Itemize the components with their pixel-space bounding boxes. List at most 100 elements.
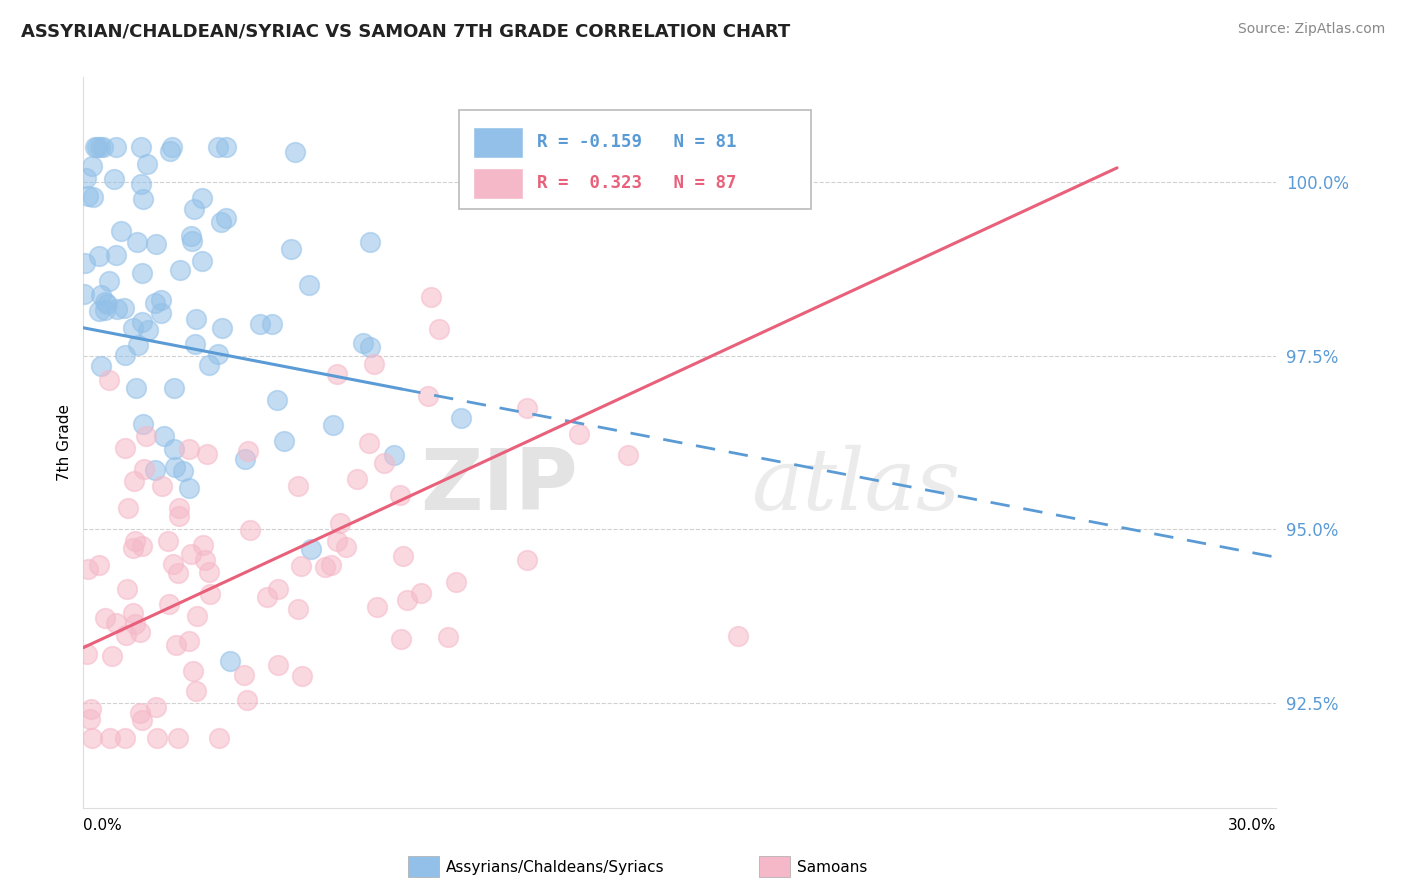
Point [190, 254, 212, 268]
Point [266, 658, 288, 673]
Text: R =  0.323   N = 87: R = 0.323 N = 87 [537, 174, 737, 193]
Point [249, 317, 271, 331]
Point [299, 541, 322, 556]
Point [167, 501, 190, 516]
Point [131, 266, 153, 280]
Point [150, 479, 173, 493]
Point [298, 278, 321, 293]
Point [382, 448, 405, 462]
Point [180, 234, 202, 248]
Point [112, 301, 135, 315]
Point [359, 235, 381, 249]
Point [437, 630, 460, 644]
Point [80, 702, 103, 716]
Point [87, 304, 110, 318]
Point [79, 712, 101, 726]
Point [266, 393, 288, 408]
Point [516, 401, 538, 415]
Point [290, 558, 312, 573]
Point [114, 348, 136, 362]
Point [184, 683, 207, 698]
Point [104, 248, 127, 262]
Point [411, 586, 433, 600]
Point [450, 410, 472, 425]
Point [163, 459, 186, 474]
Point [183, 202, 205, 216]
Point [97, 373, 120, 387]
Text: Samoans: Samoans [797, 860, 868, 874]
Point [236, 692, 259, 706]
Point [329, 516, 352, 530]
Text: atlas: atlas [751, 445, 960, 528]
Point [568, 427, 591, 442]
Point [207, 347, 229, 361]
Point [363, 357, 385, 371]
Point [446, 574, 468, 589]
Point [160, 140, 183, 154]
Point [617, 448, 640, 462]
Point [181, 664, 204, 678]
Point [215, 211, 238, 225]
Point [153, 429, 176, 443]
Point [373, 456, 395, 470]
Point [83, 140, 105, 154]
Text: ZIP: ZIP [420, 445, 578, 528]
Point [322, 418, 344, 433]
Point [346, 472, 368, 486]
Point [162, 557, 184, 571]
Point [117, 500, 139, 515]
Point [211, 321, 233, 335]
Point [335, 541, 357, 555]
Point [105, 301, 128, 316]
Point [94, 302, 117, 317]
Point [104, 140, 127, 154]
Point [389, 632, 412, 646]
Point [75, 256, 97, 270]
Point [132, 417, 155, 431]
Point [90, 288, 112, 302]
Point [131, 539, 153, 553]
FancyBboxPatch shape [474, 127, 523, 158]
Point [146, 731, 169, 745]
Point [326, 533, 349, 548]
Point [76, 189, 98, 203]
Point [395, 592, 418, 607]
Point [236, 443, 259, 458]
Point [209, 214, 232, 228]
Point [157, 597, 180, 611]
Point [122, 321, 145, 335]
Point [87, 558, 110, 572]
Point [122, 475, 145, 489]
Point [122, 606, 145, 620]
Point [110, 224, 132, 238]
Point [167, 508, 190, 523]
Point [180, 228, 202, 243]
Point [179, 633, 201, 648]
Point [129, 624, 152, 639]
Point [138, 323, 160, 337]
Point [93, 294, 115, 309]
Point [239, 523, 262, 537]
FancyBboxPatch shape [474, 168, 523, 199]
Point [103, 171, 125, 186]
Point [165, 638, 187, 652]
Point [127, 235, 149, 250]
Point [357, 436, 380, 450]
Point [256, 591, 278, 605]
Point [273, 434, 295, 448]
Point [124, 617, 146, 632]
Point [235, 451, 257, 466]
Point [129, 706, 152, 720]
Point [114, 441, 136, 455]
Point [80, 159, 103, 173]
Point [124, 534, 146, 549]
Point [129, 177, 152, 191]
Point [194, 553, 217, 567]
Point [326, 367, 349, 381]
Point [105, 615, 128, 630]
Point [215, 140, 238, 154]
Point [359, 341, 381, 355]
Y-axis label: 7th Grade: 7th Grade [58, 404, 72, 481]
Point [131, 140, 153, 154]
Point [287, 602, 309, 616]
